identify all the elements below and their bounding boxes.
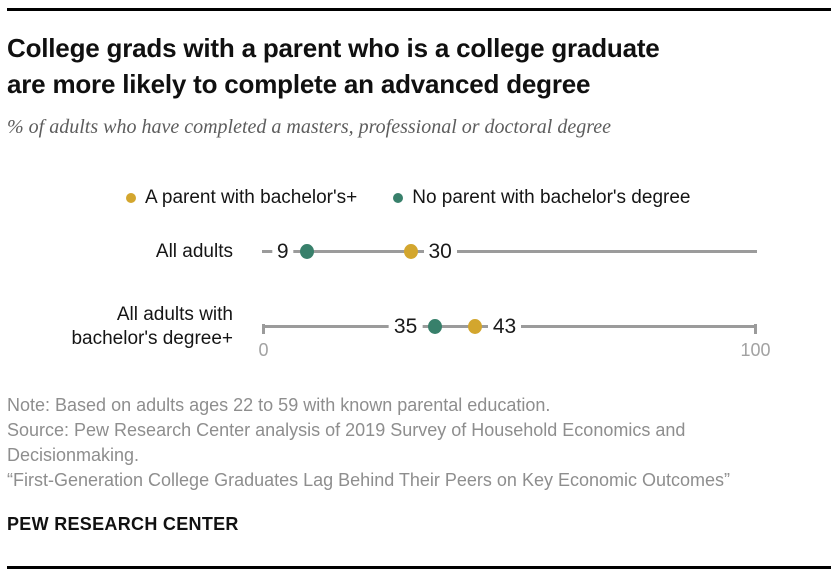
chart-title-line-2: are more likely to complete an advanced … (7, 69, 591, 99)
axis-tick-min (262, 324, 265, 334)
chart-card: College grads with a parent who is a col… (0, 8, 838, 578)
plot-area-bachelors-degree: 0 100 35 43 (233, 302, 831, 362)
dot-plot: All adults 9 30 All adults with bachelor'… (7, 227, 831, 362)
legend: A parent with bachelor's+ No parent with… (126, 187, 831, 209)
plot-area-all-adults: 9 30 (233, 227, 831, 287)
legend-teal-dot-icon (393, 193, 404, 203)
row-label-bachelors-degree: All adults with bachelor's degree+ (7, 303, 233, 351)
row-label-line: bachelor's degree+ (71, 328, 233, 349)
value-label-parent_bachelors: 43 (487, 314, 522, 340)
top-rule (7, 8, 831, 11)
value-label-no_parent: 9 (271, 239, 294, 265)
data-point-no_parent (428, 319, 443, 334)
row-label-line: All adults with (116, 304, 233, 325)
legend-item-no-parent: No parent with bachelor's degree (393, 187, 690, 209)
note-line: Note: Based on adults ages 22 to 59 with… (7, 395, 551, 415)
chart-subtitle: % of adults who have completed a masters… (7, 116, 612, 138)
axis-tick-label-max: 100 (740, 340, 771, 360)
chart-row-all-adults: All adults 9 30 (7, 227, 831, 287)
legend-label-no-parent: No parent with bachelor's degree (412, 187, 691, 208)
data-point-parent_bachelors (403, 244, 418, 259)
row-label-line: All adults (155, 241, 233, 262)
row-label-all-adults: All adults (7, 240, 233, 264)
chart-row-bachelors-degree: All adults with bachelor's degree+ 0 100 3… (7, 302, 831, 362)
value-label-no_parent: 35 (388, 314, 423, 340)
notes: Note: Based on adults ages 22 to 59 with… (7, 393, 807, 493)
bottom-rule (7, 566, 831, 569)
chart-title-line-1: College grads with a parent who is a col… (7, 33, 660, 63)
legend-gold-dot-icon (126, 193, 136, 203)
legend-item-parent-bachelors: A parent with bachelor's+ (126, 187, 357, 209)
source-line: Source: Pew Research Center analysis of … (7, 420, 686, 465)
report-title-line: “First-Generation College Graduates Lag … (7, 470, 731, 490)
pew-research-center-wordmark: PEW RESEARCH CENTER (7, 514, 239, 534)
chart-title: College grads with a parent who is a col… (7, 30, 831, 102)
axis-tick-max (754, 324, 757, 334)
data-point-parent_bachelors (467, 319, 482, 334)
value-range-line (262, 250, 757, 253)
data-point-no_parent (299, 244, 314, 259)
axis-tick-label-min: 0 (258, 340, 269, 360)
value-label-parent_bachelors: 30 (423, 239, 457, 265)
legend-label-parent-bachelors: A parent with bachelor's+ (145, 187, 358, 208)
